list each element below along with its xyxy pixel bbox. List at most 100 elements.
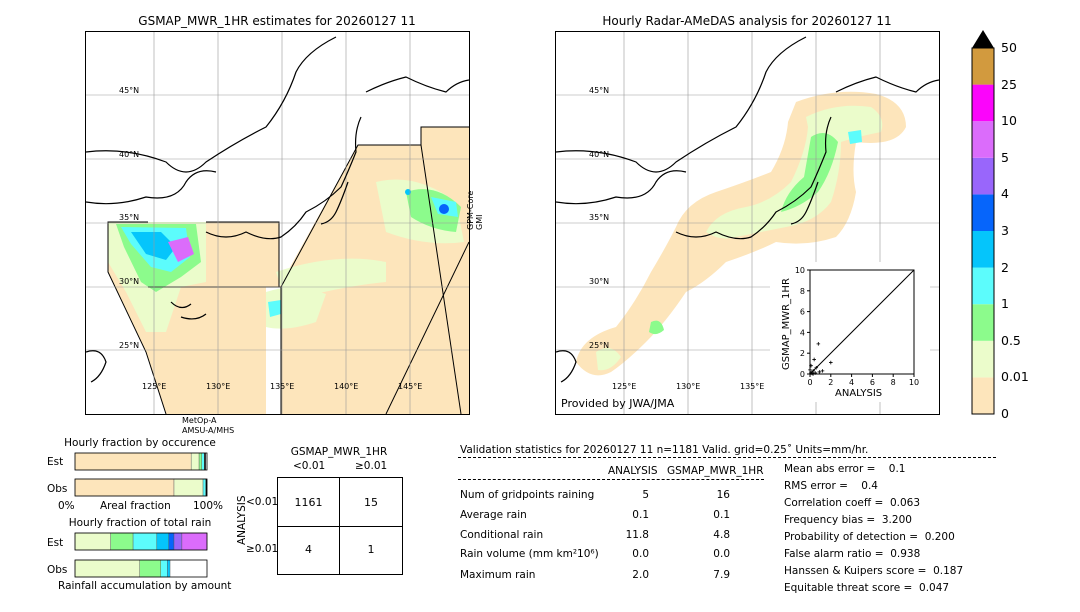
scatter-ytick-label: 4	[800, 328, 805, 337]
colorbar-label: 0.5	[1001, 332, 1021, 348]
rain-fraction-segment	[139, 559, 162, 578]
colorbar-label: 0	[1001, 406, 1009, 421]
colorbar-label: 50	[1001, 40, 1017, 55]
contingency-cell: 4	[305, 543, 312, 556]
rain-fraction-segment	[160, 559, 168, 578]
right-lat-label: 45°N	[589, 86, 610, 95]
scatter-xtick-label: 8	[891, 378, 896, 387]
scatter-point	[808, 368, 812, 372]
stat-label: Num of gridpoints raining	[460, 489, 595, 501]
rain-fraction-segment	[173, 532, 183, 551]
colorbar-segment	[972, 267, 994, 305]
stat-label: Maximum rain	[460, 569, 536, 581]
left-rain-blue	[131, 232, 176, 260]
colorbar-segment	[972, 377, 994, 414]
left-lon-label: 130°E	[206, 382, 231, 391]
scatter-point	[813, 371, 817, 375]
left-lat-label: 30°N	[119, 277, 140, 286]
occurrence-row-frame	[74, 452, 208, 471]
validation-subdivider	[458, 479, 764, 480]
rain-fraction-segment	[181, 532, 208, 551]
colorbar-label: 4	[1001, 186, 1009, 202]
colorbar-segment	[972, 304, 994, 341]
colorbar-label: 5	[1001, 149, 1009, 165]
left-rain-cell	[439, 204, 449, 214]
scatter-ytick-label: 2	[800, 349, 805, 358]
provided-by-credit: Provided by JWA/JMA	[561, 397, 675, 410]
left-lat-label: 45°N	[119, 86, 140, 95]
score-line: Mean abs error = 0.1	[784, 463, 906, 475]
scatter-xtick-label: 10	[909, 378, 919, 387]
left-rain-east-green	[406, 189, 461, 232]
right-lon-label: 135°E	[740, 382, 765, 391]
scatter-ytick-label: 6	[800, 308, 805, 317]
right-rain-south-green	[649, 320, 664, 335]
scatter-xtick-label: 0	[807, 378, 812, 387]
colorbar-segment	[972, 231, 994, 268]
scatter-xlabel: ANALYSIS	[835, 388, 883, 399]
rain-fraction-row-frame	[74, 532, 208, 551]
rain-fraction-row-est: Est	[47, 537, 64, 549]
right-rain-cyan	[848, 130, 862, 144]
occurrence-row-obs: Obs	[47, 483, 68, 495]
occurrence-segment	[190, 452, 200, 471]
scatter-ytick-label: 8	[800, 287, 805, 296]
left-map-canvas	[86, 32, 469, 414]
stat-analysis: 5	[642, 489, 649, 501]
scatter-point	[817, 370, 822, 374]
colorbar-frame	[971, 47, 995, 415]
left-rain-purple	[168, 237, 194, 262]
left-lon-label: 135°E	[270, 382, 295, 391]
occurrence-segment	[204, 452, 206, 471]
stat-analysis: 2.0	[632, 569, 649, 581]
stat-gsmap: 16	[716, 489, 730, 501]
right-lat-label: 30°N	[589, 277, 610, 286]
occurrence-xlabel: Areal fraction	[100, 500, 171, 512]
score-line: Hanssen & Kuipers score = 0.187	[784, 565, 964, 577]
colorbar-segment	[972, 121, 994, 158]
rain-fraction-chart	[74, 532, 208, 578]
scatter-diagonal	[809, 269, 915, 375]
contingency-cell: 15	[364, 496, 378, 509]
left-swath-outline	[420, 144, 462, 414]
colorbar	[971, 30, 995, 415]
contingency-row-lt: <0.01	[246, 496, 279, 508]
right-rain-south	[596, 348, 621, 371]
validation-col-analysis: ANALYSIS	[608, 465, 658, 477]
scatter-point	[809, 363, 813, 368]
left-lat-label: 35°N	[119, 213, 140, 222]
colorbar-label: 0.01	[1001, 369, 1029, 385]
colorbar-label: 1	[1001, 296, 1009, 312]
left-lat-label: 25°N	[119, 341, 140, 350]
left-rain-south-cyan	[268, 300, 281, 317]
occurrence-segment	[201, 452, 205, 471]
score-line: Frequency bias = 3.200	[784, 514, 912, 526]
contingency-hline	[278, 526, 402, 527]
occurrence-segment	[198, 452, 202, 471]
contingency-cell: 1	[367, 543, 375, 556]
colorbar-extend-arrow	[972, 30, 994, 48]
left-swath-outline	[385, 241, 469, 414]
validation-header: Validation statistics for 20260127 11 n=…	[460, 444, 869, 456]
occurrence-segment	[74, 452, 192, 471]
scatter-plot: 0 2 4 6 8 10 0 2 4 6 8 10	[795, 266, 919, 387]
contingency-col-ge: ≥0.01	[355, 460, 388, 472]
occurrence-row-est: Est	[47, 456, 64, 468]
colorbar-label: 25	[1001, 76, 1017, 92]
rain-fraction-segment	[168, 532, 175, 551]
colorbar-label: 3	[1001, 223, 1009, 238]
validation-col-gsmap: GSMAP_MWR_1HR	[667, 465, 764, 477]
scatter-ytick-label: 10	[795, 266, 805, 275]
occurrence-chart	[74, 452, 208, 497]
stat-analysis: 11.8	[625, 529, 649, 541]
rain-fraction-row-frame	[74, 559, 208, 578]
validation-divider	[458, 457, 996, 458]
contingency-cell: 1161	[294, 496, 323, 509]
colorbar-segment	[972, 340, 994, 378]
left-coastlines	[86, 36, 469, 383]
stat-label: Average rain	[460, 509, 527, 521]
scatter-point	[811, 369, 815, 373]
scatter-point	[816, 342, 821, 346]
stat-gsmap: 4.8	[713, 529, 730, 541]
score-line: Correlation coeff = 0.063	[784, 497, 920, 509]
